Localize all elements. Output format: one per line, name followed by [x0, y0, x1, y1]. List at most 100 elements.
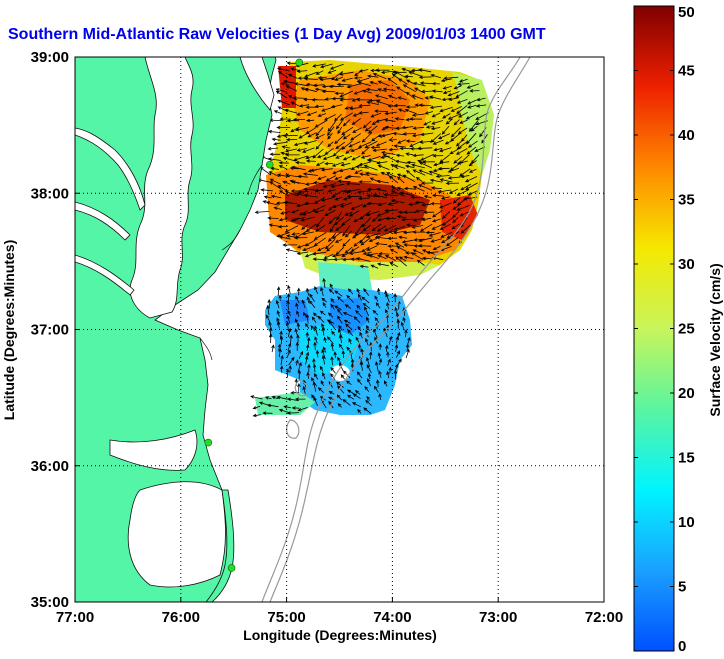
velocity-arrow — [468, 168, 477, 173]
velocity-arrow — [395, 336, 399, 344]
velocity-arrow — [377, 164, 390, 170]
velocity-arrow — [279, 365, 284, 373]
velocity-arrow — [346, 83, 361, 89]
velocity-arrow — [342, 133, 351, 140]
velocity-arrow — [250, 395, 263, 400]
velocity-arrow — [304, 71, 318, 78]
x-tick-label: 75:00 — [267, 609, 305, 626]
velocity-arrow — [334, 91, 344, 96]
velocity-arrow — [433, 162, 442, 167]
velocity-arrow — [315, 140, 324, 150]
velocity-arrow — [405, 251, 417, 255]
velocity-arrow — [331, 330, 336, 336]
velocity-arrow — [412, 217, 425, 222]
velocity-arrow — [441, 237, 451, 244]
velocity-arrow — [296, 148, 307, 152]
velocity-arrow — [303, 193, 318, 198]
velocity-arrow — [357, 293, 363, 301]
velocity-arrow — [365, 87, 378, 92]
velocity-arrow — [321, 297, 327, 303]
velocity-arrow — [342, 225, 351, 237]
velocity-arrow — [368, 125, 378, 134]
velocity-arrow — [383, 125, 398, 130]
velocity-arrow — [350, 133, 362, 141]
velocity-arrow — [396, 186, 405, 191]
velocity-arrow — [365, 253, 378, 257]
velocity-arrow — [370, 112, 382, 118]
velocity-arrow — [279, 190, 289, 197]
velocity-arrow — [262, 411, 273, 415]
velocity-arrow — [337, 315, 343, 324]
velocity-arrow — [291, 232, 300, 236]
velocity-arrow — [342, 370, 351, 379]
velocity-arrow — [423, 195, 432, 199]
velocity-arrow — [399, 191, 414, 196]
velocity-arrow — [405, 170, 416, 178]
velocity-arrow — [324, 147, 334, 155]
velocity-arrow — [393, 103, 406, 108]
velocity-arrow — [380, 151, 396, 155]
colorbar-tick-label: 10 — [678, 514, 695, 531]
velocity-arrow — [280, 354, 284, 366]
velocity-arrow — [398, 256, 407, 262]
velocity-arrow — [304, 87, 317, 93]
velocity-arrow — [321, 349, 326, 360]
y-tick-label: 39:00 — [31, 49, 69, 66]
velocity-arrow — [351, 97, 360, 102]
velocity-arrow — [456, 160, 468, 165]
velocity-arrow — [432, 209, 443, 218]
velocity-arrow — [348, 106, 362, 111]
bathymetry-contour-3 — [294, 379, 309, 397]
velocity-arrow — [277, 343, 282, 351]
velocity-arrow — [319, 77, 335, 82]
velocity-arrow — [312, 363, 317, 373]
velocity-arrow — [405, 105, 417, 109]
velocity-arrow — [401, 125, 414, 130]
velocity-arrow — [413, 238, 425, 242]
velocity-arrow — [328, 391, 335, 395]
velocity-arrow — [393, 369, 398, 380]
velocity-arrow — [323, 253, 334, 259]
velocity-arrow — [265, 201, 279, 206]
velocity-arrow — [443, 76, 459, 80]
pamlico-sound — [127, 481, 226, 588]
velocity-arrow — [267, 157, 281, 161]
bathymetry-contour-2 — [269, 57, 531, 602]
york-estuary — [75, 254, 135, 296]
velocity-arrow — [317, 387, 324, 393]
velocity-arrow — [365, 325, 370, 332]
velocity-arrow — [296, 251, 309, 255]
velocity-arrow — [475, 112, 489, 120]
velocity-arrow — [305, 287, 310, 296]
velocity-arrow — [328, 216, 337, 225]
velocity-arrow — [351, 402, 361, 408]
velocity-arrow — [271, 137, 281, 142]
velocity-arrow — [315, 126, 324, 137]
velocity-arrow — [359, 172, 370, 177]
velocity-arrow — [273, 110, 282, 115]
velocity-arrow — [465, 182, 478, 190]
velocity-arrow — [296, 334, 300, 343]
velocity-arrow — [275, 90, 288, 99]
velocity-arrow — [448, 97, 459, 101]
velocity-arrow — [270, 166, 280, 171]
velocity-arrow — [440, 196, 450, 200]
velocity-arrow — [276, 395, 288, 400]
velocity-arrow — [317, 315, 325, 323]
velocity-arrow — [310, 167, 324, 172]
y-axis-ticks: 39:00 38:00 37:00 36:00 35:00 — [31, 49, 80, 611]
velocity-arrow — [312, 257, 326, 261]
velocity-arrow — [362, 251, 372, 255]
velocity-arrow — [278, 408, 290, 414]
velocity-arrow — [348, 251, 363, 255]
velocity-arrow — [306, 296, 310, 303]
velocity-arrow — [308, 300, 316, 309]
velocity-arrow — [405, 91, 416, 100]
delmarva-coastline — [199, 164, 263, 361]
velocity-arrow — [372, 193, 388, 199]
velocity-arrow — [334, 239, 343, 243]
velocity-arrow — [372, 309, 379, 316]
velocity-arrow — [431, 218, 441, 223]
velocity-arrow — [430, 74, 442, 79]
velocity-arrow — [285, 321, 290, 331]
